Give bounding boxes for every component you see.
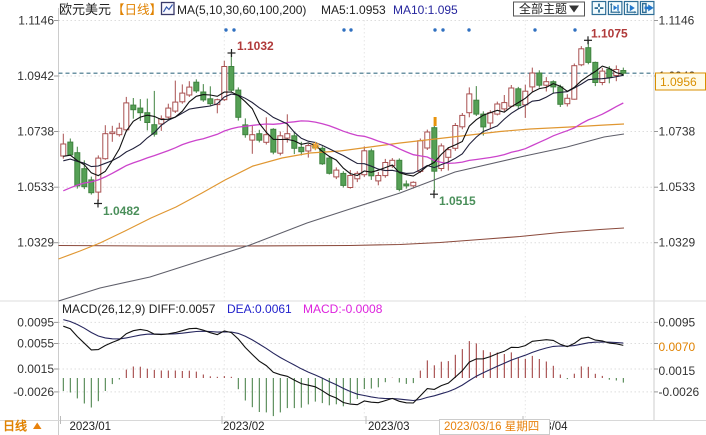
svg-text:1.1146: 1.1146 [18, 14, 54, 28]
svg-text:0.0095: 0.0095 [17, 315, 54, 329]
svg-text:日线: 日线 [3, 418, 27, 433]
svg-text:2023/01: 2023/01 [70, 421, 112, 433]
svg-text:1.1075: 1.1075 [591, 27, 628, 41]
svg-text:0.0070: 0.0070 [659, 340, 696, 354]
svg-text:MACD:-0.0008: MACD:-0.0008 [303, 302, 383, 316]
svg-text:1.0515: 1.0515 [439, 194, 476, 208]
svg-text:MA10:1.095: MA10:1.095 [393, 3, 458, 17]
svg-text:-0.0026: -0.0026 [13, 385, 54, 399]
svg-text:1.1146: 1.1146 [659, 14, 695, 28]
svg-text:2023/03: 2023/03 [368, 421, 410, 433]
svg-text:1.0533: 1.0533 [659, 180, 696, 194]
svg-text:0.0015: 0.0015 [659, 364, 696, 378]
svg-text:0.0055: 0.0055 [17, 337, 54, 351]
svg-text:MA5:1.0953: MA5:1.0953 [321, 3, 386, 17]
svg-text:欧元美元: 欧元美元 [59, 2, 111, 17]
svg-text:0.0015: 0.0015 [17, 362, 54, 376]
svg-text:0.0095: 0.0095 [659, 315, 696, 329]
svg-text:MACD(26,12,9) DIFF:0.0057: MACD(26,12,9) DIFF:0.0057 [62, 302, 216, 316]
svg-text:1.0482: 1.0482 [103, 204, 140, 218]
svg-text:1.0329: 1.0329 [17, 236, 54, 250]
svg-text:【日线】: 【日线】 [112, 3, 162, 17]
svg-text:1.0738: 1.0738 [17, 124, 54, 138]
svg-text:1.0942: 1.0942 [17, 69, 54, 83]
svg-text:1.0533: 1.0533 [17, 180, 54, 194]
svg-text:-0.0026: -0.0026 [659, 385, 700, 399]
svg-text:2023/02: 2023/02 [223, 421, 265, 433]
svg-text:MA(5,10,30,60,100,200): MA(5,10,30,60,100,200) [177, 3, 306, 17]
svg-text:1.0329: 1.0329 [659, 236, 696, 250]
svg-text:DEA:0.0061: DEA:0.0061 [227, 302, 292, 316]
svg-text:1.0738: 1.0738 [659, 124, 696, 138]
svg-text:1.0956: 1.0956 [660, 75, 697, 89]
svg-text:全部主题: 全部主题 [519, 1, 567, 16]
svg-text:2023/03/16 星期四: 2023/03/16 星期四 [444, 420, 539, 433]
svg-text:1.1032: 1.1032 [237, 39, 274, 53]
